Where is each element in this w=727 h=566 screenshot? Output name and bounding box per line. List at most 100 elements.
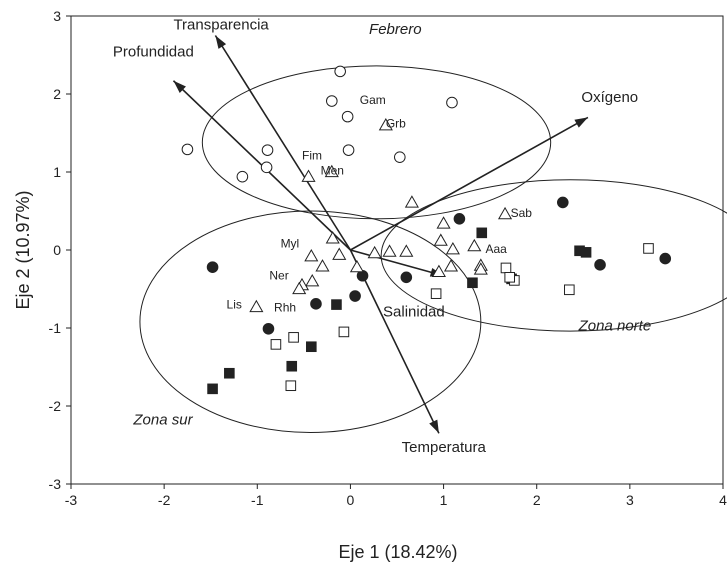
group-ellipse — [201, 65, 552, 220]
environmental-vectors — [172, 35, 589, 434]
filled-square-point — [331, 299, 342, 310]
open-square-point — [270, 339, 282, 350]
filled-circle-point — [206, 261, 219, 273]
vector-label: Transparencia — [173, 16, 269, 33]
open-square-point — [338, 326, 350, 338]
x-tick-label: 3 — [626, 492, 634, 508]
open-triangle-point — [249, 299, 264, 313]
open-triangle-point — [304, 249, 319, 262]
vector-label: Profundidad — [113, 44, 194, 61]
open-triangle-point — [301, 169, 316, 182]
open-triangle-point — [473, 262, 488, 275]
filled-circle-point — [310, 298, 322, 310]
filled-square-point — [207, 383, 218, 395]
species-label: Gam — [360, 93, 386, 107]
y-tick-label: 2 — [53, 86, 61, 102]
filled-circle-point — [659, 252, 672, 265]
y-tick-label: 0 — [53, 242, 61, 258]
open-circle-point — [260, 161, 273, 174]
y-tick-label: 3 — [53, 8, 61, 24]
group-label: Febrero — [369, 21, 422, 38]
open-triangle-point — [378, 117, 393, 131]
open-triangle-point — [443, 259, 459, 272]
y-tick-label: -3 — [49, 476, 62, 492]
group-label: Zona sur — [132, 412, 193, 429]
open-triangle-point — [332, 247, 347, 260]
annotation-labels: Febrero Zona sur Zona norte Transparencia Pr… — [113, 16, 651, 456]
open-square-point — [500, 262, 512, 274]
open-triangle-point — [433, 233, 448, 246]
vector-label: Salinidad — [383, 303, 445, 320]
open-square-point — [285, 380, 297, 392]
open-circle-point — [334, 65, 346, 78]
open-triangle-point — [382, 244, 397, 257]
open-square-point — [643, 243, 654, 254]
open-circle-point — [393, 151, 406, 163]
axes: -3 -2 -1 0 1 2 3 4 -3 -2 -1 0 1 2 3 — [49, 8, 727, 508]
filled-square-point — [580, 247, 592, 258]
open-triangle-point — [467, 238, 482, 252]
species-label: Lis — [227, 298, 242, 312]
species-label: Fim — [302, 149, 322, 163]
filled-square-point — [467, 277, 478, 289]
vector-line — [350, 249, 444, 277]
open-circle-point — [446, 96, 458, 109]
open-triangle-point — [325, 231, 340, 244]
open-triangle-point — [436, 216, 451, 229]
open-circle-point — [261, 144, 274, 156]
x-tick-label: -1 — [251, 492, 264, 508]
vector-arrowhead — [173, 80, 186, 93]
species-label: Sab — [511, 206, 533, 220]
species-label: Grb — [386, 117, 406, 131]
open-square-point — [504, 272, 516, 283]
x-axis-title: Eje 1 (18.42%) — [338, 542, 457, 562]
filled-square-point — [286, 360, 298, 372]
vector-arrowhead — [215, 35, 227, 49]
vector-label: Temperatura — [402, 439, 487, 456]
vector-label: Oxígeno — [581, 89, 638, 106]
filled-circle-point — [594, 259, 606, 271]
filled-circle-point — [262, 322, 275, 335]
vector-arrowhead — [429, 419, 439, 434]
y-tick-label: -2 — [49, 398, 62, 414]
open-square-point — [288, 332, 299, 343]
species-label: Ner — [269, 269, 288, 283]
vector-arrowhead — [574, 117, 588, 128]
group-ellipse — [380, 179, 727, 332]
open-triangle-point — [324, 164, 339, 178]
open-triangle-point — [349, 259, 365, 273]
x-tick-label: 2 — [533, 492, 541, 508]
filled-square-point — [224, 367, 235, 379]
data-points — [181, 65, 672, 395]
x-tick-label: 1 — [440, 492, 448, 508]
x-tick-label: -3 — [65, 492, 78, 508]
x-tick-label: 0 — [347, 492, 355, 508]
species-label: Myl — [281, 237, 300, 251]
open-circle-point — [342, 144, 355, 156]
species-label: Rhh — [274, 301, 296, 315]
y-tick-label: -1 — [49, 320, 62, 336]
filled-square-point — [306, 341, 317, 353]
species-label: Men — [321, 163, 344, 177]
vector-line — [350, 116, 589, 251]
y-axis-title: Eje 2 (10.97%) — [13, 190, 33, 309]
species-label: Aaa — [485, 242, 507, 256]
filled-circle-point — [349, 290, 361, 302]
open-triangle-point — [399, 244, 414, 257]
filled-square-point — [476, 227, 488, 239]
open-triangle-point — [305, 273, 320, 287]
y-tick-label: 1 — [53, 164, 61, 180]
x-tick-label: 4 — [719, 492, 727, 508]
open-triangle-point — [431, 264, 446, 277]
open-circle-point — [326, 95, 338, 107]
open-triangle-point — [497, 206, 513, 220]
open-triangle-point — [367, 245, 382, 259]
filled-circle-point — [453, 213, 466, 225]
vector-line — [214, 35, 352, 251]
open-triangle-point — [445, 242, 460, 255]
open-circle-point — [181, 143, 194, 156]
group-ellipse — [139, 210, 482, 434]
open-square-point — [564, 284, 575, 296]
open-circle-point — [236, 170, 249, 183]
